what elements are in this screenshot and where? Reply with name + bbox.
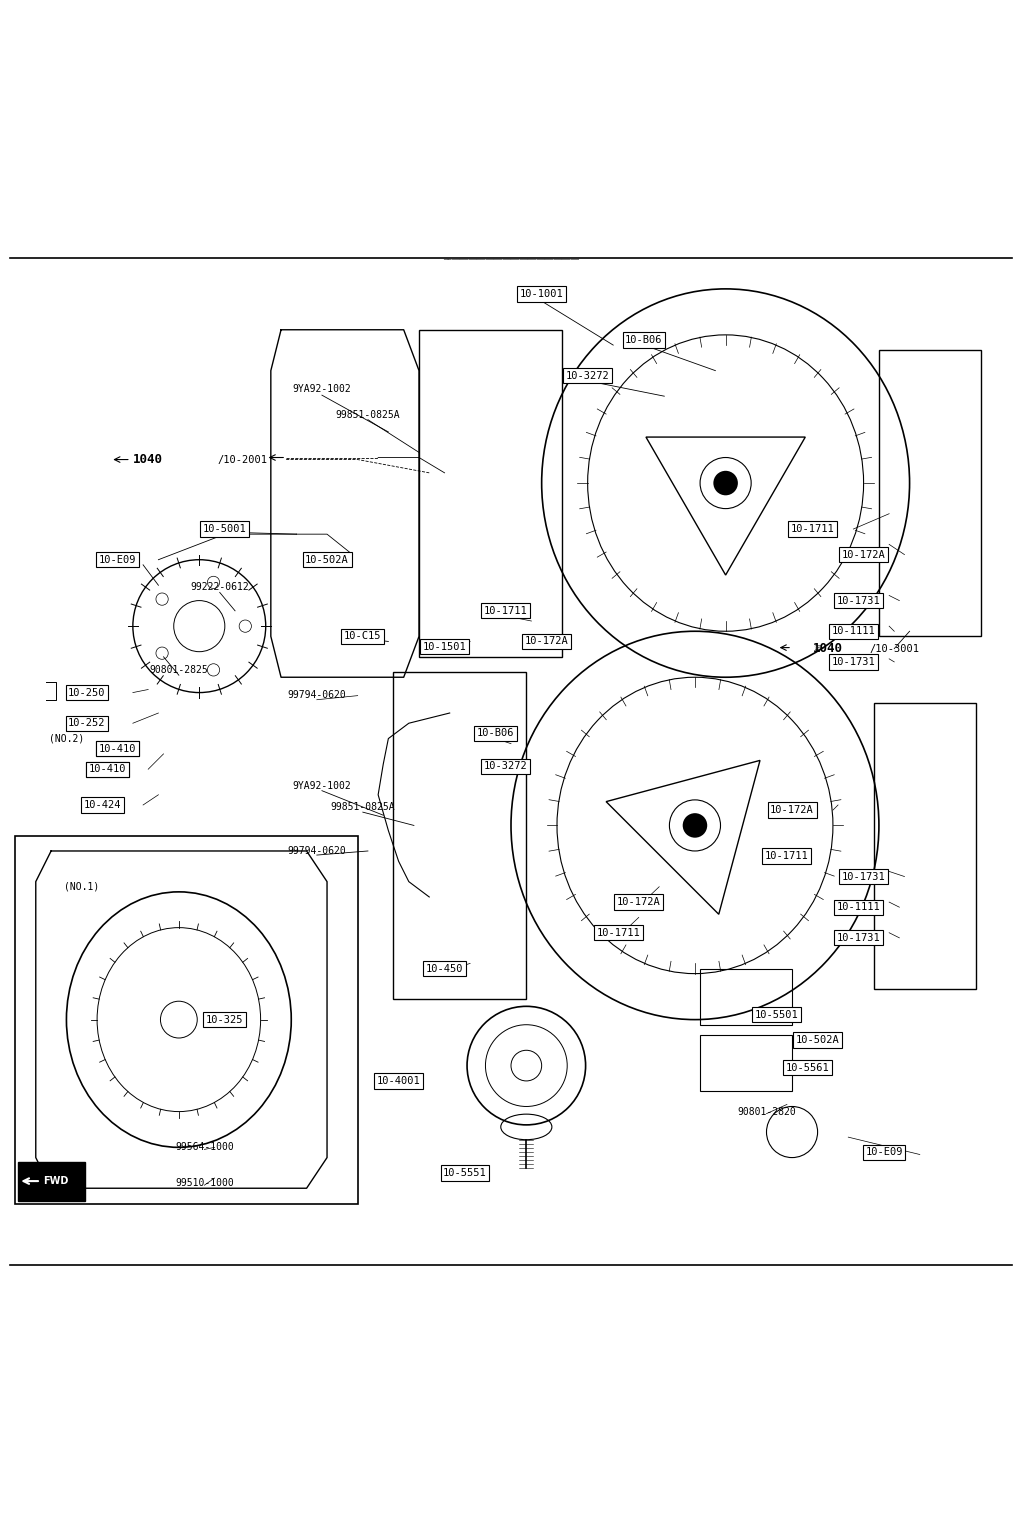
Text: 10-250: 10-250 [68, 688, 105, 698]
Text: (NO.2): (NO.2) [49, 733, 84, 744]
Text: 10-4001: 10-4001 [377, 1076, 420, 1085]
Text: 9YA92-1002: 9YA92-1002 [292, 384, 352, 395]
Text: 10-172A: 10-172A [771, 805, 814, 815]
Text: 99564-1000: 99564-1000 [175, 1143, 234, 1152]
Text: 10-1111: 10-1111 [832, 627, 875, 636]
Text: 10-5501: 10-5501 [755, 1009, 798, 1020]
Text: FWD: FWD [44, 1176, 68, 1186]
Text: 10-410: 10-410 [89, 764, 126, 774]
Text: 10-325: 10-325 [206, 1014, 243, 1025]
Text: 10-1711: 10-1711 [765, 852, 808, 861]
Text: 10-424: 10-424 [84, 800, 121, 811]
Text: 10-252: 10-252 [68, 718, 105, 729]
Text: 99851-0825A: 99851-0825A [330, 802, 396, 812]
Text: 10-E09: 10-E09 [866, 1148, 902, 1157]
Text: 10-410: 10-410 [99, 744, 136, 754]
Text: 99510-1000: 99510-1000 [175, 1178, 234, 1189]
Text: 99851-0825A: 99851-0825A [335, 410, 401, 419]
Text: 10-1731: 10-1731 [837, 595, 880, 606]
Text: 10-1731: 10-1731 [842, 871, 885, 882]
Text: 9YA92-1002: 9YA92-1002 [292, 780, 352, 791]
Text: 1040: 1040 [812, 642, 843, 656]
Text: 10-410: 10-410 [99, 744, 136, 754]
Text: 90801-2825: 90801-2825 [149, 665, 208, 676]
Text: 10-C15: 10-C15 [344, 631, 381, 642]
Text: 10-450: 10-450 [426, 964, 463, 973]
Text: 10-1711: 10-1711 [484, 606, 527, 616]
Text: 10-1001: 10-1001 [520, 288, 563, 299]
Text: 1040: 1040 [133, 452, 164, 466]
Text: 90801-2820: 90801-2820 [737, 1107, 796, 1117]
FancyBboxPatch shape [18, 1161, 85, 1201]
Text: 99794-0620: 99794-0620 [287, 846, 346, 856]
Text: /10-3001: /10-3001 [870, 644, 919, 654]
Text: 10-502A: 10-502A [796, 1035, 839, 1044]
Text: 10-1711: 10-1711 [597, 927, 640, 938]
Text: 10-3272: 10-3272 [484, 761, 527, 771]
Text: 10-1501: 10-1501 [423, 642, 466, 651]
Text: 10-B06: 10-B06 [477, 729, 514, 738]
Text: 10-502A: 10-502A [306, 554, 349, 565]
Text: 10-410: 10-410 [89, 764, 126, 774]
Text: 10-1731: 10-1731 [837, 934, 880, 943]
Circle shape [713, 471, 738, 495]
Text: (NO.1): (NO.1) [64, 882, 99, 891]
Text: 99794-0620: 99794-0620 [287, 689, 346, 700]
Circle shape [683, 814, 707, 838]
Text: 10-5551: 10-5551 [444, 1167, 486, 1178]
Text: 10-B06: 10-B06 [625, 335, 662, 345]
Text: ________________________________: ________________________________ [443, 250, 579, 260]
Text: 99222-0612: 99222-0612 [190, 583, 249, 592]
Text: 10-5001: 10-5001 [203, 524, 246, 534]
Text: 10-172A: 10-172A [617, 897, 660, 908]
Text: 10-1711: 10-1711 [791, 524, 834, 534]
Text: ☞: ☞ [814, 642, 822, 653]
Text: 10-5561: 10-5561 [786, 1063, 829, 1073]
Text: 10-3272: 10-3272 [566, 370, 609, 381]
Text: 10-172A: 10-172A [842, 550, 885, 560]
Text: /10-2001: /10-2001 [218, 454, 267, 465]
Text: 10-1731: 10-1731 [832, 657, 875, 666]
Text: 10-E09: 10-E09 [99, 554, 136, 565]
Text: 10-172A: 10-172A [525, 636, 568, 647]
Text: 10-1111: 10-1111 [837, 902, 880, 912]
